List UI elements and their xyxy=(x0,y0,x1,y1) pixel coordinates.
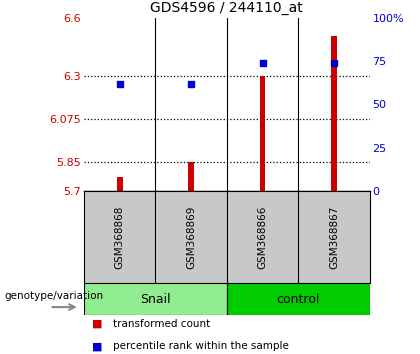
Bar xyxy=(117,177,123,191)
Text: Snail: Snail xyxy=(140,293,171,306)
Text: transformed count: transformed count xyxy=(113,319,211,329)
Text: GSM368867: GSM368867 xyxy=(329,205,339,269)
Text: ■: ■ xyxy=(92,319,103,329)
Text: GSM368866: GSM368866 xyxy=(257,205,268,269)
Text: GSM368869: GSM368869 xyxy=(186,205,196,269)
Bar xyxy=(260,76,265,191)
Bar xyxy=(331,36,337,191)
Title: GDS4596 / 244110_at: GDS4596 / 244110_at xyxy=(150,1,303,15)
Bar xyxy=(188,162,194,191)
Text: ■: ■ xyxy=(92,341,103,351)
Text: GSM368868: GSM368868 xyxy=(115,205,125,269)
Text: genotype/variation: genotype/variation xyxy=(4,291,103,301)
Bar xyxy=(227,283,370,315)
Text: control: control xyxy=(276,293,320,306)
Text: percentile rank within the sample: percentile rank within the sample xyxy=(113,341,289,351)
Bar xyxy=(84,283,227,315)
